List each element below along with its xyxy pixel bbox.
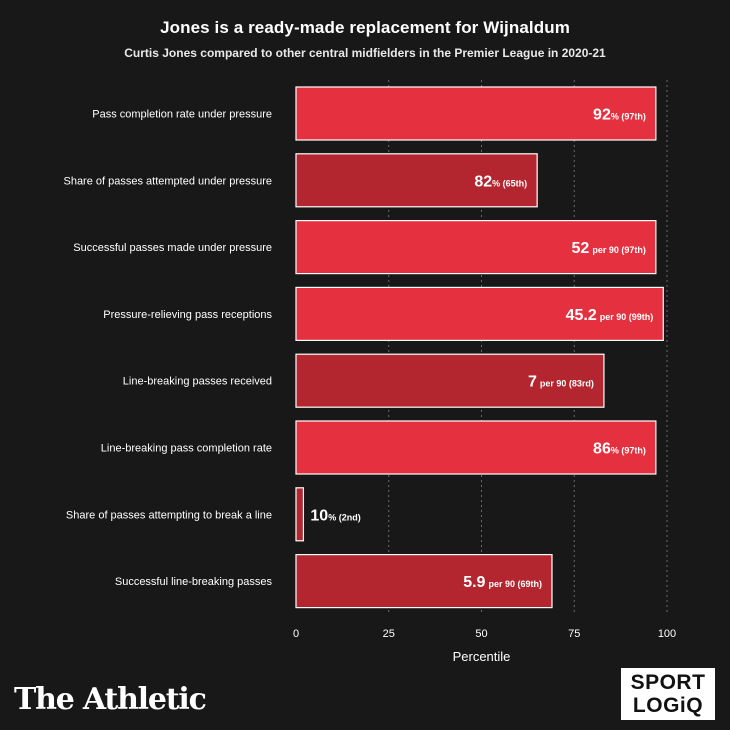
- chart-subtitle: Curtis Jones compared to other central m…: [124, 46, 606, 60]
- bar: [295, 487, 305, 542]
- bar: [295, 286, 664, 341]
- category-label: Pressure-relieving pass receptions: [103, 309, 272, 321]
- data-label: 52 per 90 (97th): [572, 240, 646, 257]
- x-tick-label: 50: [475, 628, 487, 640]
- category-label: Share of passes attempted under pressure: [63, 175, 272, 187]
- bar: [295, 86, 657, 141]
- bar: [295, 220, 657, 275]
- x-tick-label: 75: [568, 628, 580, 640]
- bar-chart: Pass completion rate under pressure 92% (…: [63, 80, 676, 664]
- category-label: Line-breaking pass completion rate: [101, 443, 272, 455]
- bar: [295, 353, 605, 408]
- data-label: 7 per 90 (83rd): [528, 374, 594, 391]
- chart-title: Jones is a ready-made replacement for Wi…: [160, 18, 570, 37]
- category-label: Successful line-breaking passes: [115, 576, 273, 588]
- x-tick-label: 0: [293, 628, 299, 640]
- sportlogiq-logo-line2: LOGiQ: [632, 694, 704, 717]
- category-label: Line-breaking passes received: [123, 376, 272, 388]
- the-athletic-logo: The Athletic: [14, 682, 207, 717]
- x-tick-label: 25: [383, 628, 395, 640]
- bar: [295, 553, 553, 609]
- bar: [295, 153, 538, 208]
- data-label: 86% (97th): [593, 441, 646, 458]
- category-label: Successful passes made under pressure: [73, 242, 272, 254]
- data-label: 92% (97th): [593, 107, 646, 124]
- data-label: 5.9 per 90 (69th): [463, 574, 542, 591]
- data-label: 82% (65th): [474, 173, 527, 190]
- sportlogiq-logo: SPORT LOGiQ: [621, 668, 715, 720]
- bar: [295, 420, 657, 475]
- x-axis-label: Percentile: [453, 649, 511, 664]
- sportlogiq-logo-line1: SPORT: [630, 671, 706, 694]
- data-label: 10% (2nd): [310, 507, 360, 524]
- category-label: Pass completion rate under pressure: [92, 109, 272, 121]
- category-label: Share of passes attempting to break a li…: [66, 509, 272, 521]
- data-label: 45.2 per 90 (99th): [566, 307, 654, 324]
- x-tick-label: 100: [658, 628, 676, 640]
